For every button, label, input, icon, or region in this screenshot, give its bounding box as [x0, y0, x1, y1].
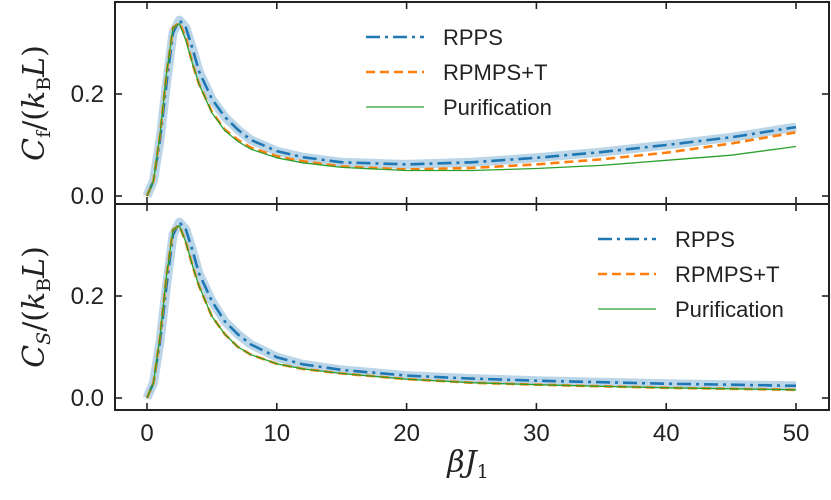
x-tick-label: 10	[263, 420, 290, 447]
legend-label: RPMPS+T	[675, 262, 780, 287]
x-axis-label: βJ1	[446, 445, 488, 483]
y-axis-label-bottom: CS/(kBL)	[17, 246, 55, 368]
x-ticks-top	[146, 2, 797, 204]
legend-label: RPPS	[675, 227, 735, 252]
series-line-purification	[146, 22, 797, 197]
x-tick-label: 30	[523, 420, 550, 447]
y-tick-label: 0.0	[71, 385, 104, 412]
series-lines-top	[145, 18, 797, 197]
legend-bottom: RPPS RPMPS+T Purification	[598, 227, 784, 322]
legend-label: Purification	[443, 95, 552, 120]
y-ticks-bottom: 0.0 0.2	[71, 283, 829, 412]
legend-label: Purification	[675, 297, 784, 322]
panel-top-cf: 0.0 0.2 RPPS RPMPS+T Purification Cf/(kBL)	[17, 1, 830, 210]
series-line-purification	[146, 224, 797, 399]
y-tick-label: 0.0	[71, 183, 104, 210]
axes-frame-bottom	[114, 203, 830, 411]
series-lines-bottom	[145, 220, 797, 399]
y-tick-label: 0.2	[71, 81, 104, 108]
panel-bottom-cs: 0 10 20 30 40 50 0.0 0.2 RPPS RPMPS+T Purificati…	[17, 203, 830, 483]
y-tick-label: 0.2	[71, 283, 104, 310]
legend-top: RPPS RPMPS+T Purification	[366, 25, 552, 120]
y-ticks-top: 0.0 0.2	[71, 81, 829, 210]
x-tick-label: 20	[393, 420, 420, 447]
x-ticks-bottom: 0 10 20 30 40 50	[140, 204, 809, 447]
legend-label: RPPS	[443, 25, 503, 50]
legend-label: RPMPS+T	[443, 60, 548, 85]
x-tick-label: 40	[653, 420, 680, 447]
y-axis-label-top: Cf/(kBL)	[17, 45, 55, 161]
x-tick-label: 50	[783, 420, 810, 447]
x-tick-label: 0	[140, 420, 153, 447]
